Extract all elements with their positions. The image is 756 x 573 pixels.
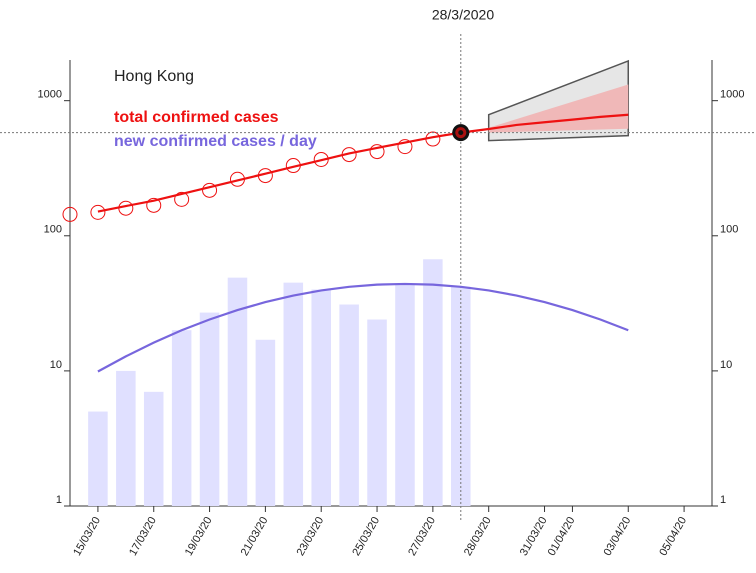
point: [397, 139, 413, 155]
point: [202, 182, 218, 198]
point: [369, 144, 385, 160]
x-tick-label: 21/03/20: [239, 515, 271, 558]
bar: [423, 259, 443, 506]
y2-tick-label: 10: [720, 359, 732, 371]
bar: [88, 411, 108, 506]
y2-tick-label: 1000: [720, 89, 744, 101]
point: [146, 197, 162, 213]
bar: [199, 312, 220, 506]
bar: [367, 319, 387, 506]
bar: [171, 330, 192, 506]
y-tick-label: 1000: [38, 89, 62, 101]
bar: [451, 286, 471, 506]
forecast-inner-band: [488, 84, 629, 133]
y-tick-label: 1: [56, 494, 62, 506]
point: [62, 206, 78, 222]
x-tick-label: 03/04/20: [602, 515, 634, 558]
point: [90, 204, 106, 220]
bar: [143, 391, 164, 506]
y-tick-label: 10: [50, 359, 62, 371]
bar: [255, 339, 276, 506]
bar: [395, 283, 415, 506]
x-tick-label: 23/03/20: [295, 515, 327, 558]
legend-label: total confirmed cases: [114, 109, 279, 126]
x-tick-label: 15/03/20: [71, 515, 103, 558]
x-tick-label: 05/04/20: [657, 515, 689, 558]
annotation: 28/3/2020: [432, 7, 494, 23]
bar: [116, 370, 136, 506]
fit-line: [97, 113, 629, 213]
legend-label: new confirmed cases / day: [114, 133, 317, 150]
x-tick-label: 27/03/20: [406, 515, 438, 558]
chart-title: Hong Kong: [114, 68, 194, 85]
bar: [339, 304, 359, 506]
y2-tick-label: 100: [720, 224, 738, 236]
x-tick-label: 25/03/20: [350, 515, 382, 558]
bar: [311, 289, 331, 506]
y-tick-label: 100: [44, 224, 62, 236]
fit-line: [97, 282, 629, 373]
x-tick-label: 01/04/20: [546, 515, 578, 558]
x-tick-label: 17/03/20: [127, 515, 159, 558]
highlight-dot: [458, 130, 464, 136]
x-tick-label: 31/03/20: [518, 515, 550, 558]
x-tick-label: 19/03/20: [183, 515, 215, 558]
y2-tick-label: 1: [720, 494, 726, 506]
point: [174, 191, 190, 207]
x-tick-label: 28/03/20: [462, 515, 494, 558]
bar: [283, 282, 304, 506]
point: [118, 200, 134, 216]
bar: [227, 277, 248, 506]
